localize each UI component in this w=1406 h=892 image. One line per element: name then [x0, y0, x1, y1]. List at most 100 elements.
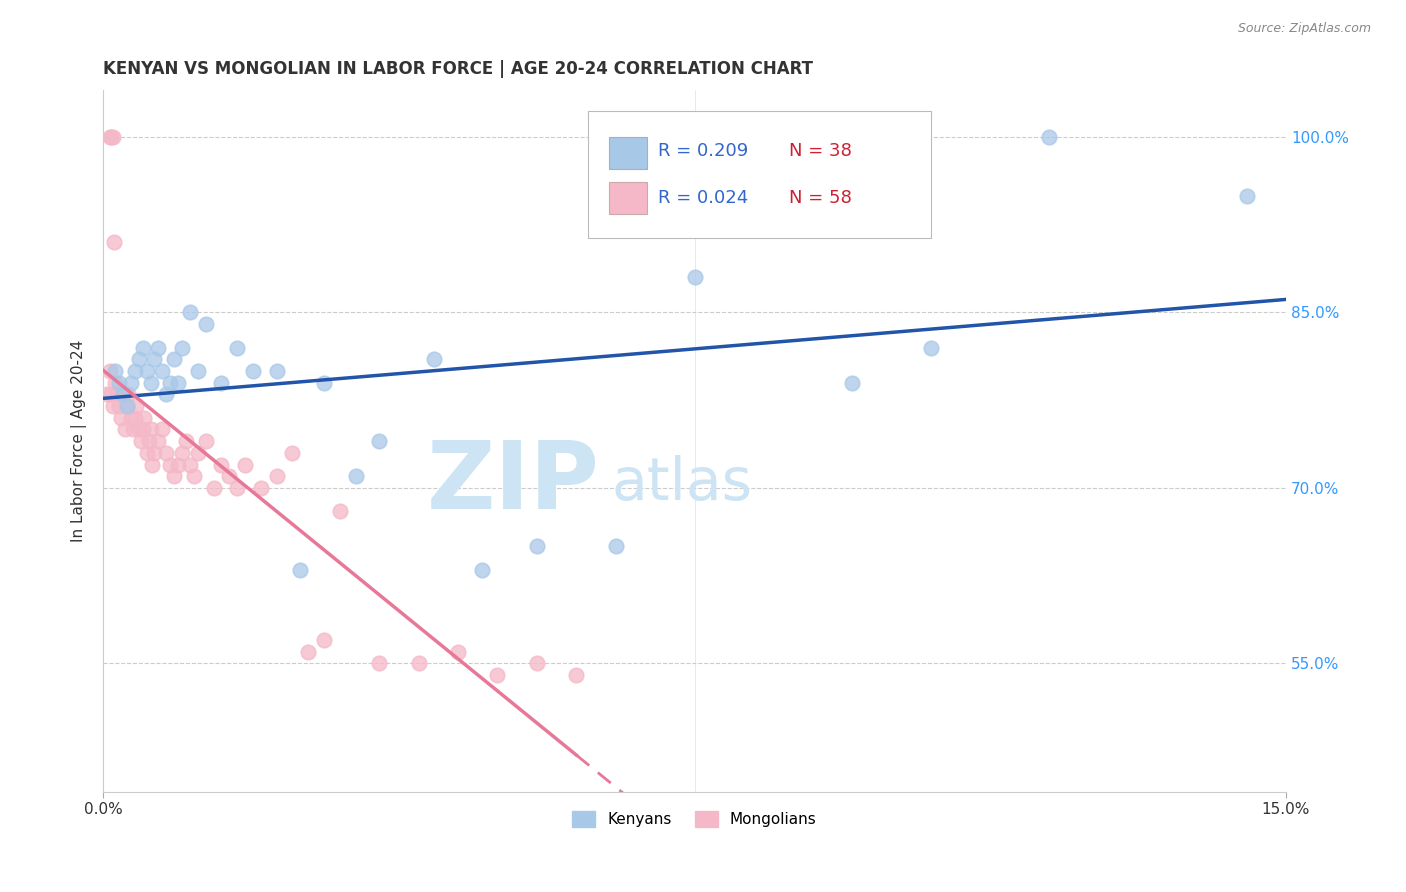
Text: Source: ZipAtlas.com: Source: ZipAtlas.com — [1237, 22, 1371, 36]
Point — [143, 446, 166, 460]
Point — [115, 399, 138, 413]
Point — [297, 645, 319, 659]
Point — [104, 376, 127, 390]
Point — [312, 632, 335, 647]
Point — [167, 458, 190, 472]
FancyBboxPatch shape — [609, 182, 647, 214]
Point — [135, 364, 157, 378]
Point — [148, 434, 170, 449]
Text: N = 38: N = 38 — [789, 143, 852, 161]
Point — [128, 422, 150, 436]
Point — [96, 387, 118, 401]
Point — [233, 458, 256, 472]
Point — [226, 341, 249, 355]
Point — [170, 341, 193, 355]
Point — [1236, 188, 1258, 202]
Point — [155, 387, 177, 401]
Point — [159, 458, 181, 472]
Point — [266, 469, 288, 483]
Text: atlas: atlas — [612, 455, 752, 512]
FancyBboxPatch shape — [588, 112, 931, 237]
Point — [120, 376, 142, 390]
Point — [242, 364, 264, 378]
Point — [124, 364, 146, 378]
Point — [290, 563, 312, 577]
Point — [368, 657, 391, 671]
Point — [250, 481, 273, 495]
Point — [163, 352, 186, 367]
Point — [194, 434, 217, 449]
Point — [486, 668, 509, 682]
Point — [423, 352, 446, 367]
Point — [471, 563, 494, 577]
Point — [131, 422, 153, 436]
Point — [368, 434, 391, 449]
Point — [841, 376, 863, 390]
Point — [128, 352, 150, 367]
Text: R = 0.024: R = 0.024 — [658, 188, 748, 207]
Point — [98, 130, 121, 145]
Point — [170, 446, 193, 460]
Text: KENYAN VS MONGOLIAN IN LABOR FORCE | AGE 20-24 CORRELATION CHART: KENYAN VS MONGOLIAN IN LABOR FORCE | AGE… — [103, 60, 813, 78]
Point — [135, 446, 157, 460]
Text: N = 58: N = 58 — [789, 188, 852, 207]
Point — [167, 376, 190, 390]
Point — [108, 399, 131, 413]
Point — [125, 399, 148, 413]
Point — [155, 446, 177, 460]
Point — [110, 410, 132, 425]
Point — [100, 387, 122, 401]
Point — [218, 469, 240, 483]
Point — [683, 270, 706, 285]
Point — [526, 540, 548, 554]
Point — [1038, 130, 1060, 145]
Point — [139, 422, 162, 436]
Point — [187, 446, 209, 460]
Y-axis label: In Labor Force | Age 20-24: In Labor Force | Age 20-24 — [72, 340, 87, 542]
Point — [159, 376, 181, 390]
Point — [117, 387, 139, 401]
Point — [150, 364, 173, 378]
Point — [312, 376, 335, 390]
Point — [447, 645, 470, 659]
Point — [202, 481, 225, 495]
Point — [108, 376, 131, 390]
Point — [150, 422, 173, 436]
Text: ZIP: ZIP — [427, 437, 600, 529]
Legend: Kenyans, Mongolians: Kenyans, Mongolians — [567, 805, 823, 833]
Point — [115, 399, 138, 413]
Point — [111, 387, 134, 401]
Point — [138, 434, 160, 449]
Point — [101, 130, 124, 145]
Point — [98, 364, 121, 378]
Point — [134, 410, 156, 425]
Point — [344, 469, 367, 483]
Point — [101, 399, 124, 413]
Point — [183, 469, 205, 483]
Point — [211, 376, 233, 390]
Point — [174, 434, 197, 449]
Point — [114, 422, 136, 436]
Point — [124, 410, 146, 425]
Point — [122, 422, 145, 436]
Point — [187, 364, 209, 378]
Point — [565, 668, 588, 682]
Point — [920, 341, 942, 355]
Point — [111, 387, 134, 401]
Point — [107, 387, 129, 401]
Point — [163, 469, 186, 483]
Point — [139, 376, 162, 390]
Point — [141, 458, 163, 472]
Point — [281, 446, 304, 460]
Point — [100, 130, 122, 145]
Point — [120, 410, 142, 425]
Point — [104, 364, 127, 378]
Point — [179, 458, 201, 472]
Point — [194, 317, 217, 331]
Point — [211, 458, 233, 472]
FancyBboxPatch shape — [609, 136, 647, 169]
Point — [266, 364, 288, 378]
Point — [605, 540, 627, 554]
Text: R = 0.209: R = 0.209 — [658, 143, 748, 161]
Point — [131, 341, 153, 355]
